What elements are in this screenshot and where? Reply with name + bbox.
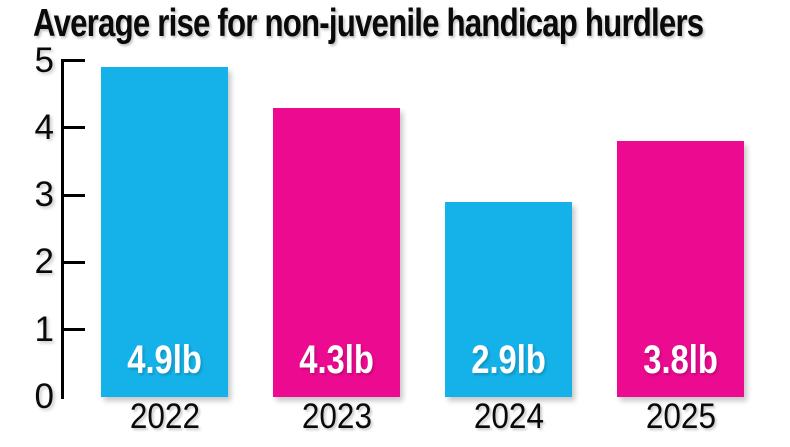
x-axis-label-2023: 2023 — [263, 399, 410, 435]
y-axis-tick-label-4: 4 — [34, 107, 54, 147]
y-axis-tick-3 — [61, 193, 85, 197]
x-axis-label-text: 2023 — [301, 397, 372, 436]
x-axis-label-text: 2024 — [473, 397, 544, 436]
y-axis-tick-4 — [61, 126, 85, 130]
bar-value-text: 4.3lb — [299, 338, 374, 382]
x-axis-label-text: 2022 — [129, 397, 200, 436]
x-axis-label-text: 2025 — [645, 397, 716, 436]
chart-title: Average rise for non-juvenile handicap h… — [33, 2, 704, 45]
bar-value-label-2025: 3.8lb — [617, 339, 744, 381]
y-axis-tick-2 — [61, 260, 85, 264]
bar-value-label-2022: 4.9lb — [101, 339, 228, 381]
y-axis-tick-1 — [61, 328, 85, 332]
y-axis-line — [61, 59, 64, 399]
y-axis-tick-label-5: 5 — [34, 40, 54, 80]
x-axis-label-2025: 2025 — [607, 399, 754, 435]
y-axis-tick-label-2: 2 — [34, 242, 54, 282]
x-axis-label-2022: 2022 — [91, 399, 238, 435]
x-axis-label-2024: 2024 — [435, 399, 582, 435]
bar-value-text: 2.9lb — [471, 338, 546, 382]
y-axis-tick-5 — [61, 59, 85, 62]
bar-2024 — [445, 201, 572, 397]
y-axis-tick-label-1: 1 — [34, 309, 54, 349]
bar-value-label-2024: 2.9lb — [445, 339, 572, 381]
bar-value-text: 3.8lb — [643, 338, 718, 382]
bar-value-label-2023: 4.3lb — [273, 339, 400, 381]
bar-2023 — [273, 107, 400, 397]
y-axis-tick-label-3: 3 — [34, 175, 54, 215]
bar-2022 — [101, 67, 228, 397]
y-axis-tick-label-0: 0 — [34, 377, 54, 416]
bar-2025 — [617, 141, 744, 397]
bar-value-text: 4.9lb — [127, 338, 202, 382]
